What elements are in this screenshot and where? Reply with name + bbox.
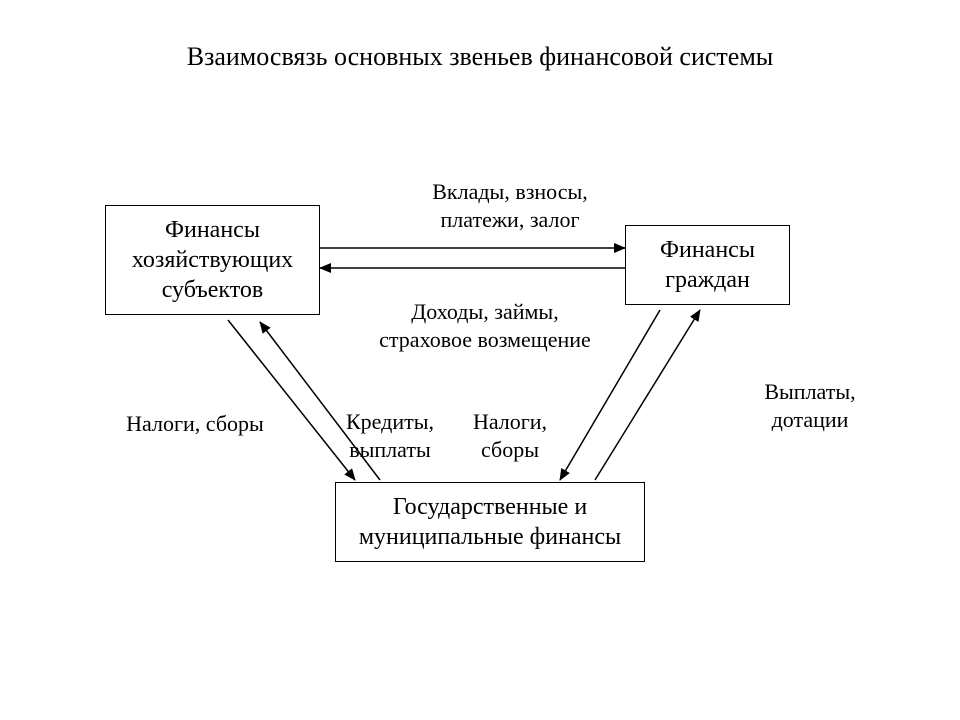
label-taxes-right: Налоги, сборы <box>465 408 555 463</box>
label-deposits: Вклады, взносы, платежи, залог <box>400 178 620 233</box>
node-entities-finance: Финансы хозяйствующих субъектов <box>105 205 320 315</box>
node-citizens-finance: Финансы граждан <box>625 225 790 305</box>
label-income: Доходы, займы, страховое возмещение <box>355 298 615 353</box>
edges-layer <box>0 0 960 720</box>
label-credits: Кредиты, выплаты <box>335 408 445 463</box>
diagram-title: Взаимосвязь основных звеньев финансовой … <box>0 42 960 72</box>
label-taxes-left: Налоги, сборы <box>115 410 275 438</box>
node-state-finance: Государственные и муниципальные финансы <box>335 482 645 562</box>
label-payouts: Выплаты, дотации <box>750 378 870 433</box>
